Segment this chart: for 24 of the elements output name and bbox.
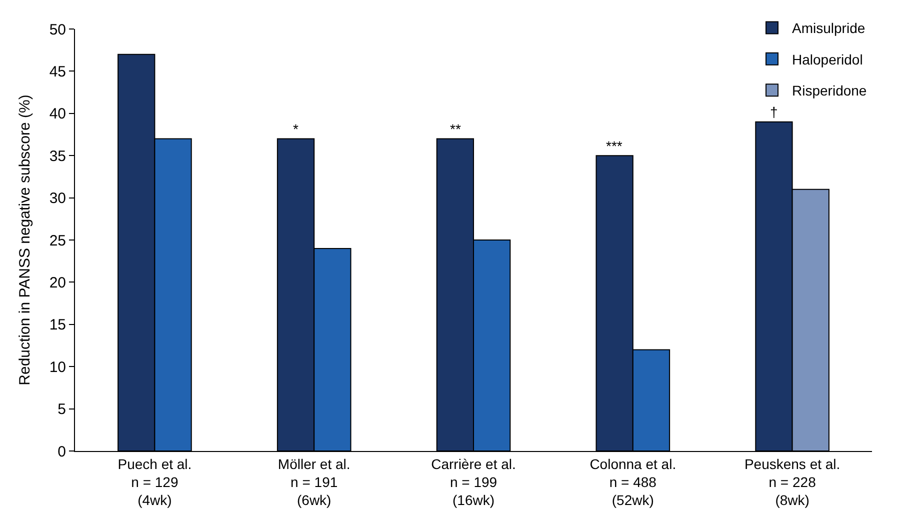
legend-label: Amisulpride bbox=[792, 20, 866, 36]
y-tick-label: 15 bbox=[49, 316, 66, 334]
x-tick-label: Colonna et al. n = 488 (52wk) bbox=[590, 456, 676, 508]
legend-label: Haloperidol bbox=[792, 51, 863, 68]
y-tick-label: 5 bbox=[58, 401, 66, 418]
y-tick-label: 20 bbox=[49, 274, 66, 292]
x-tick-label: Peuskens et al. n = 228 (8wk) bbox=[744, 456, 840, 508]
annotation: * bbox=[293, 121, 299, 137]
x-tick-label: Puech et al. n = 129 (4wk) bbox=[118, 456, 192, 508]
y-tick-label: 10 bbox=[49, 358, 66, 376]
y-tick-label: 25 bbox=[49, 232, 66, 250]
y-tick-label: 45 bbox=[49, 63, 66, 80]
annotation: † bbox=[770, 104, 778, 120]
y-tick-label: 0 bbox=[58, 443, 66, 460]
legend-label: Risperidone bbox=[792, 82, 867, 99]
y-tick-label: 30 bbox=[49, 190, 66, 208]
annotation: *** bbox=[606, 138, 623, 154]
y-tick-label: 35 bbox=[49, 148, 66, 165]
x-tick-label: Möller et al. n = 191 (6wk) bbox=[278, 456, 350, 508]
y-tick-label: 40 bbox=[49, 106, 66, 123]
y-axis-title: Reduction in PANSS negative subscore (%) bbox=[16, 94, 34, 386]
y-tick-label: 50 bbox=[49, 21, 66, 38]
x-tick-label: Carrière et al. n = 199 (16wk) bbox=[431, 456, 516, 508]
annotation: ** bbox=[450, 121, 462, 137]
